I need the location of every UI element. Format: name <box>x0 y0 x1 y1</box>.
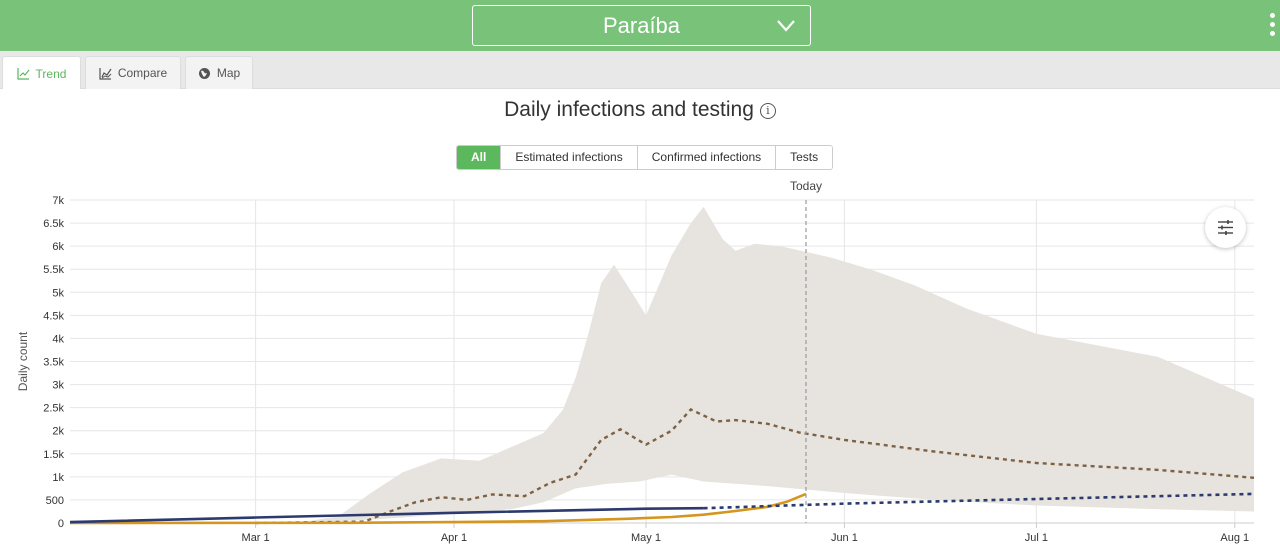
y-tick-label: 4.5k <box>43 310 64 322</box>
series-lines <box>69 408 1255 525</box>
y-tick-label: 3.5k <box>43 357 64 369</box>
more-options-icon[interactable] <box>1266 13 1278 39</box>
confirmed-infections-line <box>69 492 807 525</box>
tests-projection-line <box>703 492 1255 510</box>
y-tick-label: 2.5k <box>43 403 64 415</box>
x-tick-label: Mar 1 <box>242 532 270 544</box>
tests-line <box>69 506 704 524</box>
y-tick-label: 6.5k <box>43 218 64 230</box>
chart-canvas: 0 500 1k 1.5k 2k 2.5k 3k 3.5k 4k 4.5k 5k 5.5k 6k 6.5k… <box>16 179 1255 544</box>
filter-all[interactable]: All <box>457 146 501 169</box>
tab-map[interactable]: Map <box>185 56 253 89</box>
y-axis-label: Daily count <box>16 331 30 391</box>
chart-title: Daily infections and testing i <box>0 98 1280 122</box>
chevron-down-icon <box>777 20 795 32</box>
y-tick-label: 0 <box>58 518 64 530</box>
x-tick-label: Jun 1 <box>831 532 858 544</box>
region-select-value: Paraíba <box>602 13 681 38</box>
y-tick-label: 5k <box>52 287 64 299</box>
y-axis-ticks: 0 500 1k 1.5k 2k 2.5k 3k 3.5k 4k 4.5k 5k 5.5k 6k 6.5k… <box>43 195 64 530</box>
tab-trend[interactable]: Trend <box>2 56 81 90</box>
x-tick-label: May 1 <box>631 532 661 544</box>
y-tick-label: 6k <box>52 241 64 253</box>
tab-map-label: Map <box>216 66 241 80</box>
uncertainty-band-area <box>300 206 1254 523</box>
info-icon[interactable]: i <box>759 103 776 119</box>
tab-compare-label: Compare <box>117 66 168 80</box>
tab-compare[interactable]: Compare <box>85 56 181 89</box>
region-select[interactable]: Paraíba <box>472 5 811 46</box>
sliders-icon <box>1218 220 1233 235</box>
y-tick-label: 7k <box>52 195 64 207</box>
y-tick-label: 1k <box>52 472 64 484</box>
x-axis-ticks: Mar 1 Apr 1 May 1 Jun 1 Jul 1 Aug 1 <box>242 532 1250 544</box>
filter-confirmed-infections[interactable]: Confirmed infections <box>636 146 776 169</box>
globe-icon <box>198 67 210 79</box>
chart-settings-button[interactable] <box>1205 207 1246 248</box>
tab-strip: Trend Compare Map <box>0 51 1280 90</box>
top-bar: Paraíba <box>0 0 1280 51</box>
uncertainty-band <box>300 206 1254 523</box>
y-tick-label: 2k <box>52 426 64 438</box>
estimated-infections-line <box>255 408 1255 525</box>
y-tick-label: 3k <box>52 380 64 392</box>
filter-estimated-infections[interactable]: Estimated infections <box>500 146 637 169</box>
x-tick-label: Apr 1 <box>441 532 467 544</box>
series-filter-group: All Estimated infections Confirmed infec… <box>456 145 834 170</box>
y-tick-label: 500 <box>46 495 64 507</box>
x-tick-label: Aug 1 <box>1220 532 1249 544</box>
tab-trend-label: Trend <box>35 66 67 81</box>
x-tick-label: Jul 1 <box>1025 532 1048 544</box>
y-tick-label: 4k <box>52 333 64 345</box>
today-label: Today <box>790 179 822 193</box>
area-chart-icon <box>99 67 112 80</box>
filter-tests[interactable]: Tests <box>775 146 833 169</box>
y-tick-label: 5.5k <box>43 264 64 276</box>
y-tick-label: 1.5k <box>43 449 64 461</box>
line-chart-icon <box>16 68 30 80</box>
